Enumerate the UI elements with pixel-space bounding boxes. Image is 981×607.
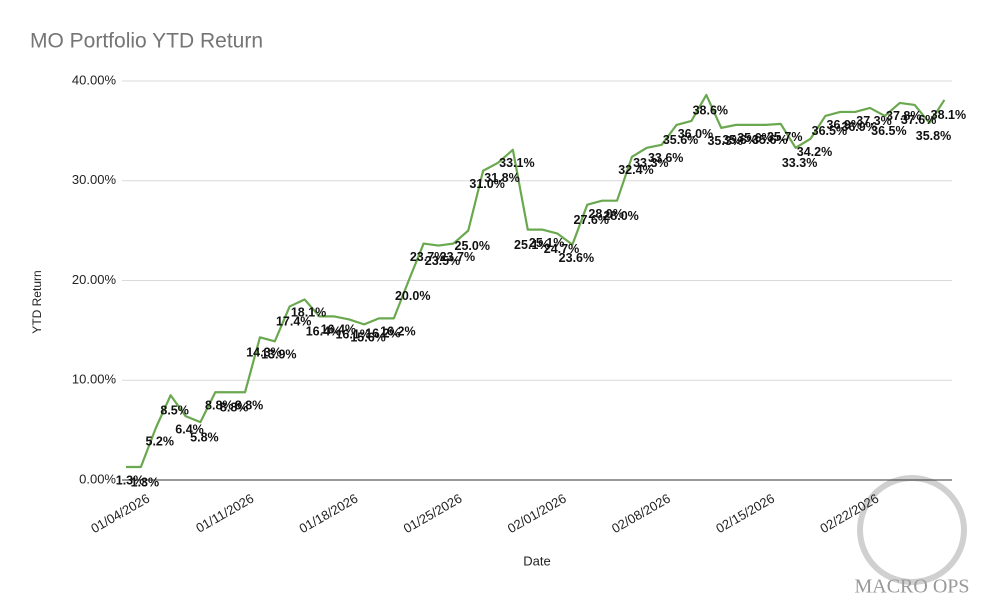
data-label: 36.0% bbox=[678, 127, 713, 141]
y-tick-label: 10.00% bbox=[72, 372, 117, 387]
data-label: 15.6% bbox=[350, 331, 385, 345]
data-label: 31.8% bbox=[484, 171, 519, 185]
data-label: 23.5% bbox=[425, 254, 460, 268]
data-label: 16.4% bbox=[321, 323, 356, 337]
y-tick-label: 40.00% bbox=[72, 72, 117, 87]
data-label: 8.8% bbox=[235, 399, 264, 413]
data-label: 36.9% bbox=[841, 120, 876, 134]
data-label: 17.4% bbox=[276, 315, 311, 329]
data-label: 32.4% bbox=[618, 163, 653, 177]
data-label: 33.3% bbox=[782, 156, 817, 170]
data-label: 38.6% bbox=[693, 103, 728, 117]
watermark: MACRO OPS bbox=[854, 475, 970, 598]
y-axis-label: YTD Return bbox=[30, 270, 44, 333]
data-label: 1.3% bbox=[131, 475, 160, 489]
data-label: 14.3% bbox=[246, 346, 281, 360]
data-label: 18.1% bbox=[291, 306, 326, 320]
data-label: 37.6% bbox=[901, 113, 936, 127]
data-label: 38.1% bbox=[931, 108, 966, 122]
x-axis-label: Date bbox=[523, 553, 550, 568]
data-label: 25.0% bbox=[455, 239, 490, 253]
data-label: 33.6% bbox=[648, 151, 683, 165]
data-label: 16.2% bbox=[365, 327, 400, 341]
data-label: 23.6% bbox=[559, 251, 594, 265]
watermark-ring bbox=[857, 475, 967, 585]
data-label: 1.3% bbox=[116, 473, 145, 487]
data-label: 35.6% bbox=[663, 133, 698, 147]
data-label: 36.5% bbox=[812, 124, 847, 138]
watermark-text: MACRO OPS bbox=[854, 576, 969, 598]
data-label: 37.8% bbox=[886, 109, 921, 123]
y-tick-label: 30.00% bbox=[72, 172, 117, 187]
data-label: 35.6% bbox=[722, 133, 757, 147]
data-label: 25.1% bbox=[529, 236, 564, 250]
chart-title: MO Portfolio YTD Return bbox=[30, 30, 263, 53]
data-label: 33.1% bbox=[499, 156, 534, 170]
data-label: 24.7% bbox=[544, 242, 579, 256]
data-label: 5.8% bbox=[190, 430, 219, 444]
data-label: 31.0% bbox=[469, 177, 504, 191]
data-label: 6.4% bbox=[175, 422, 204, 436]
data-label: 28.0% bbox=[603, 209, 638, 223]
data-label: 23.7% bbox=[410, 250, 445, 264]
line bbox=[126, 93, 946, 469]
data-label: 16.1% bbox=[335, 328, 370, 342]
data-label: 16.2% bbox=[380, 325, 415, 339]
data-label: 20.0% bbox=[395, 289, 430, 303]
data-label: 35.6% bbox=[737, 131, 772, 145]
data-label: 35.6% bbox=[752, 133, 787, 147]
data-label: 5.2% bbox=[146, 434, 175, 448]
y-tick-label: 20.00% bbox=[72, 272, 117, 287]
data-label: 35.7% bbox=[767, 130, 802, 144]
data-label: 23.7% bbox=[440, 250, 475, 264]
data-label: 36.5% bbox=[871, 124, 906, 138]
data-label: 8.5% bbox=[160, 404, 189, 418]
data-label: 28.0% bbox=[588, 207, 623, 221]
data-label: 35.8% bbox=[916, 129, 951, 143]
data-label: 8.8% bbox=[205, 399, 234, 413]
data-label: 35.3% bbox=[707, 134, 742, 148]
data-label: 27.6% bbox=[574, 213, 609, 227]
data-label: 16.4% bbox=[306, 325, 341, 339]
data-label: 25.1% bbox=[514, 238, 549, 252]
data-label: 8.8% bbox=[220, 401, 249, 415]
data-label: 37.3% bbox=[856, 114, 891, 128]
data-label: 36.9% bbox=[827, 118, 862, 132]
y-tick-label: 0.00% bbox=[79, 471, 116, 486]
data-label: 13.9% bbox=[261, 348, 296, 362]
data-label: 33.3% bbox=[633, 156, 668, 170]
data-label: 34.2% bbox=[797, 145, 832, 159]
